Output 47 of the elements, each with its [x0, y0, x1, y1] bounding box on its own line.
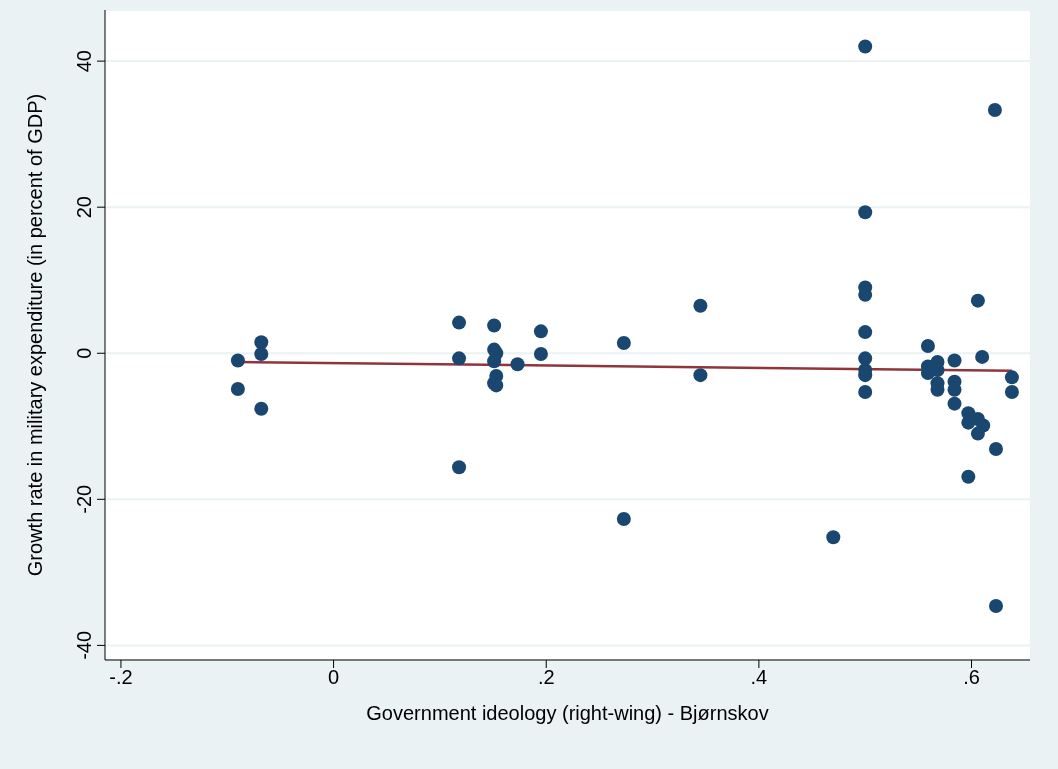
- point: [988, 441, 1003, 456]
- point: [510, 357, 525, 372]
- point: [452, 351, 467, 366]
- point: [858, 325, 873, 340]
- point: [693, 298, 708, 313]
- point: [693, 368, 708, 383]
- point: [616, 512, 631, 527]
- x-tick-label: 0: [328, 666, 340, 689]
- point: [230, 382, 245, 397]
- point: [487, 318, 502, 333]
- point: [452, 460, 467, 475]
- point: [533, 346, 548, 361]
- point: [487, 354, 502, 369]
- point: [858, 384, 873, 399]
- point: [858, 205, 873, 220]
- point: [826, 530, 841, 545]
- point: [975, 349, 990, 364]
- point: [858, 39, 873, 54]
- point: [970, 293, 985, 308]
- point: [230, 353, 245, 368]
- y-tick-label: -20: [73, 484, 95, 514]
- point: [987, 103, 1002, 118]
- point: [616, 336, 631, 351]
- y-tick-label: -40: [73, 630, 95, 660]
- point: [254, 346, 269, 361]
- x-axis-title: Government ideology (right-wing) - Bjørnskov: [366, 702, 769, 724]
- y-axis-title: Growth rate in military expenditure (in percent of GDP): [24, 93, 47, 577]
- point: [254, 401, 269, 416]
- y-tick-label: 20: [73, 196, 95, 219]
- x-tick-label: -.2: [109, 666, 133, 689]
- point: [947, 353, 962, 368]
- point: [858, 351, 873, 366]
- point: [920, 338, 935, 353]
- point: [533, 324, 548, 339]
- y-tick-label: 40: [73, 50, 95, 73]
- x-tick-label: .6: [963, 666, 980, 689]
- point: [452, 315, 467, 330]
- point: [988, 598, 1003, 613]
- point: [947, 396, 962, 411]
- point: [970, 426, 985, 441]
- point: [1004, 384, 1019, 399]
- point: [961, 469, 976, 484]
- y-tick-label: 0: [73, 347, 95, 359]
- point: [254, 335, 269, 350]
- x-tick-label: .2: [537, 666, 555, 689]
- x-tick-label: .4: [750, 666, 768, 689]
- point: [1004, 370, 1019, 385]
